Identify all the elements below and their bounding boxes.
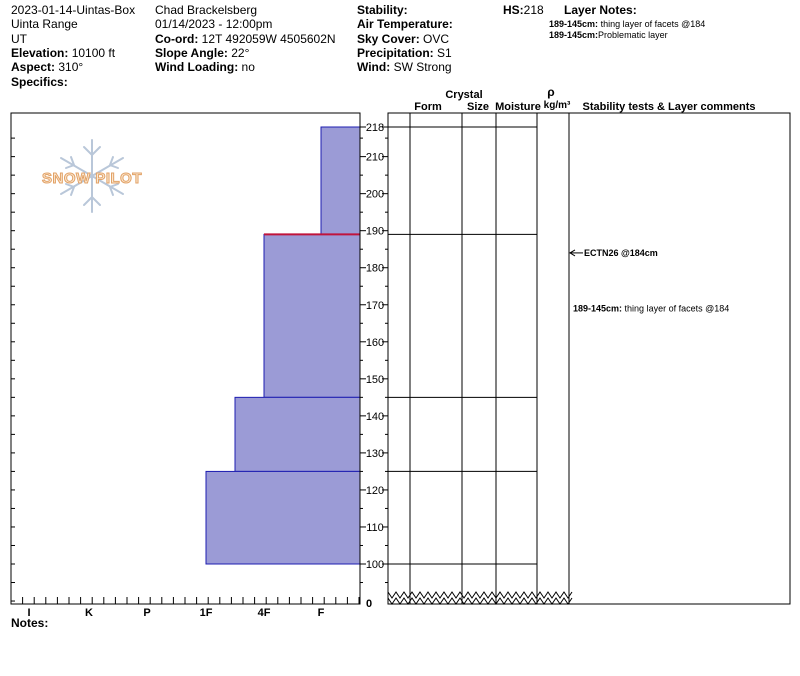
depth-label: 218: [366, 122, 384, 134]
precip-label: Precipitation:: [357, 46, 434, 60]
sky-cover: Sky Cover: OVC: [357, 32, 449, 46]
layer-note: 189-145cm: thing layer of facets @184: [549, 19, 705, 30]
wind-loading: Wind Loading: no: [155, 60, 255, 74]
hardness-bar: [320, 126, 361, 235]
layer-note-text: thing layer of facets @184: [600, 19, 706, 29]
slope-value: 22°: [231, 46, 250, 60]
aspect-label: Aspect:: [11, 60, 56, 74]
coordinates: Co-ord: 12T 492059W 4505602N: [155, 32, 336, 46]
pit-name: 2023-01-14-Uintas-Box: [11, 3, 136, 17]
density-symbol: ρ: [547, 85, 554, 99]
wind-label: Wind:: [357, 60, 391, 74]
depth-label: 190: [366, 226, 384, 238]
axis-break-zigzag: [387, 591, 573, 599]
layer-comment-range: 189-145cm:: [573, 303, 625, 313]
coord-label: Co-ord:: [155, 32, 199, 46]
density-unit: kg/m³: [544, 100, 571, 111]
hardness-bar: [234, 396, 361, 472]
hardness-bar: [205, 470, 361, 565]
sky-cover-value: OVC: [423, 32, 450, 46]
layer-note-text: Problematic layer: [598, 30, 668, 40]
elevation-label: Elevation:: [11, 46, 69, 60]
specifics-label: Specifics:: [11, 75, 68, 89]
air-temp-label: Air Temperature:: [357, 17, 453, 31]
stability-label: Stability:: [357, 3, 408, 17]
form-header: Form: [414, 101, 442, 113]
depth-label: 130: [366, 448, 384, 460]
elevation-value: 10100 ft: [71, 46, 116, 60]
column-headers: Crystal Form Size Moisture ρ kg/m³ Stabi…: [414, 85, 755, 113]
observer-name: Chad Brackelsberg: [155, 3, 258, 17]
elevation: Elevation: 10100 ft: [11, 46, 115, 60]
depth-label: 210: [366, 152, 384, 164]
stability-test-label: ECTN26 @184cm: [584, 248, 658, 258]
moisture-header: Moisture: [495, 101, 541, 113]
depth-label: 100: [366, 559, 384, 571]
hardness-bar: [263, 233, 361, 398]
hardness-label: 4F: [258, 607, 271, 619]
size-header: Size: [467, 101, 489, 113]
arrow-head-icon: [569, 249, 576, 257]
depth-label: 140: [366, 411, 384, 423]
hs-label: HS:: [503, 3, 524, 17]
hardness-label: I: [27, 607, 30, 619]
snowflake-icon: [60, 139, 124, 213]
pit-datetime: 01/14/2023 - 12:00pm: [155, 17, 273, 31]
layer-note-range: 189-145cm:: [549, 30, 599, 40]
wind-loading-value: no: [241, 60, 255, 74]
depth-label: 150: [366, 374, 384, 386]
slope-angle: Slope Angle: 22°: [155, 46, 249, 60]
depth-label: 160: [366, 337, 384, 349]
range-name: Uinta Range: [11, 17, 78, 31]
precip-value: S1: [437, 46, 452, 60]
wind-value: SW Strong: [393, 60, 452, 74]
depth-zero-label: 0: [366, 598, 372, 610]
hardness-label: 1F: [200, 607, 213, 619]
stability-annotations: ECTN26 @184cm 189-145cm: thing layer of f…: [569, 248, 729, 313]
wind: Wind: SW Strong: [357, 60, 452, 74]
hardness-label: P: [143, 607, 150, 619]
depth-label: 200: [366, 189, 384, 201]
notes-label: Notes:: [11, 616, 49, 630]
hs-value: 218: [523, 3, 544, 17]
slope-label: Slope Angle:: [155, 46, 228, 60]
depth-axis: 100 110 120 130 140 150 160 170 180 190 200 210 218 0: [359, 113, 389, 610]
layer-comment-text: thing layer of facets @184: [625, 303, 730, 313]
layer-comment: 189-145cm: thing layer of facets @184: [573, 303, 729, 313]
sky-cover-label: Sky Cover:: [357, 32, 420, 46]
snowpilot-logo: SNOW PILOT: [42, 139, 142, 213]
hardness-bars: [205, 126, 361, 565]
left-tick-marks: [11, 137, 15, 602]
layer-note: 189-145cm:Problematic layer: [549, 30, 668, 41]
depth-label: 180: [366, 263, 384, 275]
depth-label: 170: [366, 300, 384, 312]
axis-break-zigzag: [387, 597, 573, 605]
precipitation: Precipitation: S1: [357, 46, 452, 60]
hs: HS:218: [503, 3, 544, 17]
depth-label: 110: [366, 522, 384, 534]
aspect: Aspect: 310°: [11, 60, 83, 74]
aspect-value: 310°: [58, 60, 84, 74]
wind-loading-label: Wind Loading:: [155, 60, 239, 74]
hardness-axis: I K P 1F 4F F: [10, 597, 360, 619]
crystal-header: Crystal: [445, 89, 482, 101]
layer-grid: [387, 113, 573, 605]
layer-notes-label: Layer Notes:: [564, 3, 637, 17]
hardness-label: K: [85, 607, 93, 619]
layer-note-range: 189-145cm:: [549, 19, 599, 29]
state-name: UT: [11, 32, 27, 46]
coord-value: 12T 492059W 4505602N: [201, 32, 336, 46]
depth-label: 120: [366, 485, 384, 497]
stability-header: Stability tests & Layer comments: [582, 101, 755, 113]
layer-grid-frame: [387, 112, 791, 605]
logo-text: SNOW PILOT: [42, 170, 142, 187]
hardness-label: F: [318, 607, 325, 619]
